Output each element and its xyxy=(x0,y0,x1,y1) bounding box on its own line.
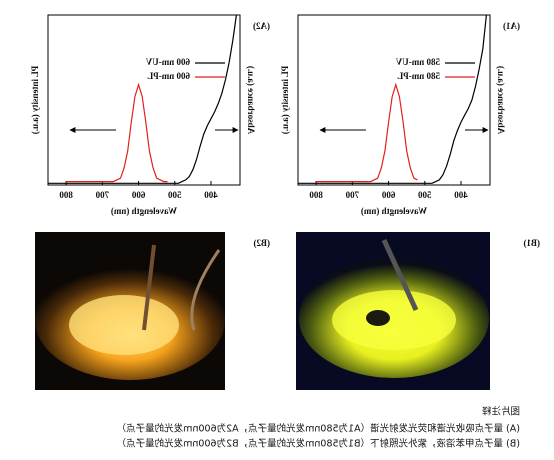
caption-line: (B) 量子点甲苯溶液，紫外光照射下（B1为580nm发光的量子点，B2为600… xyxy=(117,438,520,450)
legend-label: 580 nm-PL xyxy=(397,71,440,81)
x-tick-label: 500 xyxy=(418,190,432,200)
series-line xyxy=(48,14,237,184)
series-line xyxy=(316,82,418,183)
panel-label: (A1) xyxy=(503,21,520,31)
x-tick-label: 800 xyxy=(59,190,73,200)
y-axis-label: Absorbance (a.u.) xyxy=(496,66,506,134)
plot-frame xyxy=(47,14,241,186)
x-tick-label: 700 xyxy=(345,190,359,200)
x-tick-label: 600 xyxy=(131,190,145,200)
photo-b1 xyxy=(296,232,490,390)
photo-b2 xyxy=(35,232,225,390)
y2-axis-label: PL intensity (a.u.) xyxy=(280,66,290,135)
x-axis-label: Wavelength (nm) xyxy=(111,206,177,216)
x-tick-label: 400 xyxy=(454,190,468,200)
x-tick-label: 400 xyxy=(204,190,218,200)
y-axis-label: Absorbance (a.u.) xyxy=(246,66,256,134)
series-line xyxy=(298,14,487,184)
caption-line: (A) 量子点吸收光谱和荧光发射光谱（A1为580nm发光的量子点，A2为600… xyxy=(117,423,520,435)
x-axis-label: Wavelength (nm) xyxy=(361,206,427,216)
legend-label: 580 nm-UV xyxy=(395,57,440,67)
plot-frame xyxy=(297,14,491,186)
series-line xyxy=(66,82,168,183)
panel-label: (B2) xyxy=(254,238,271,248)
x-tick-label: 700 xyxy=(95,190,109,200)
x-tick-label: 500 xyxy=(168,190,182,200)
caption-title: 图片注释 xyxy=(481,406,520,418)
y2-axis-label: PL intensity (a.u.) xyxy=(30,66,40,135)
legend-label: 600 nm-UV xyxy=(145,57,190,67)
panel-label: (A2) xyxy=(253,21,270,31)
x-tick-label: 600 xyxy=(381,190,395,200)
legend-label: 600 nm-PL xyxy=(147,71,190,81)
x-tick-label: 800 xyxy=(309,190,323,200)
panel-label: (B1) xyxy=(524,238,541,248)
